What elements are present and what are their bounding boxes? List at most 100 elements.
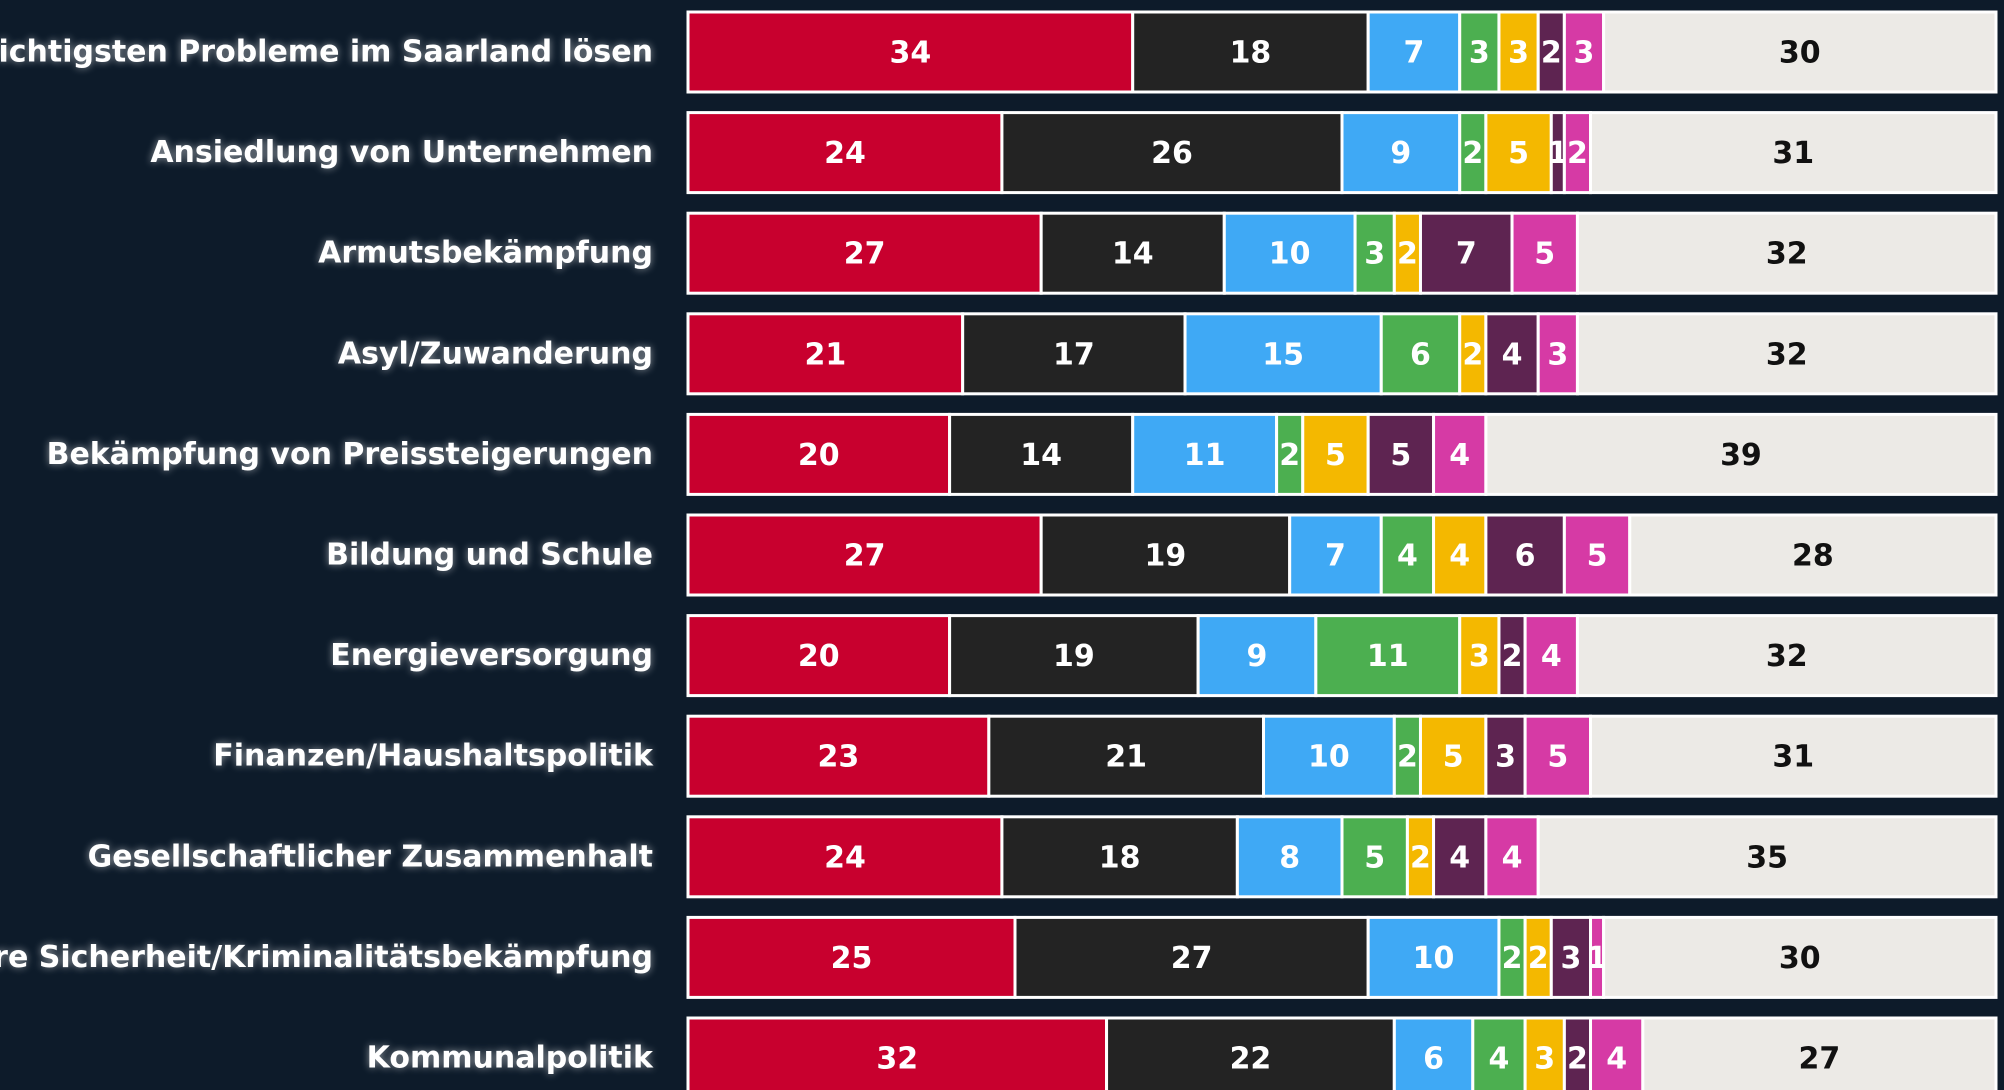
bar-segment [686, 10, 1135, 94]
value-label: 31 [1772, 136, 1814, 171]
value-label: 6 [1423, 1042, 1444, 1077]
value-label: 39 [1720, 438, 1762, 473]
value-label: 2 [1528, 941, 1549, 976]
bar-segment [987, 714, 1266, 798]
value-label: 4 [1541, 639, 1562, 674]
bar-segment [1575, 312, 1998, 396]
bar-segment [1562, 111, 1593, 195]
bar-segment [686, 714, 991, 798]
bar-segment [1222, 211, 1357, 295]
value-label: 11 [1367, 639, 1409, 674]
value-label: 3 [1508, 36, 1529, 71]
value-label: 32 [876, 1042, 918, 1077]
bar-segment [948, 412, 1135, 496]
value-label: 5 [1534, 237, 1555, 272]
value-label: 2 [1462, 337, 1483, 372]
value-label: 19 [1145, 539, 1187, 574]
bar-segment [1641, 1016, 1998, 1090]
bar-segment [686, 1016, 1109, 1090]
value-label: 3 [1364, 237, 1385, 272]
value-label: 32 [1766, 337, 1808, 372]
value-label: 6 [1410, 337, 1431, 372]
value-label: 7 [1325, 539, 1346, 574]
bar-segment [1458, 614, 1501, 698]
value-label: 3 [1547, 337, 1568, 372]
value-label: 3 [1469, 36, 1490, 71]
bar-segment [948, 614, 1200, 698]
value-label: 32 [1766, 237, 1808, 272]
category-label: Kommunalpolitik [367, 1041, 654, 1076]
value-label: 21 [1105, 740, 1147, 775]
bar-segment [1523, 915, 1553, 999]
bar-segment [1392, 714, 1422, 798]
category-label: Innere Sicherheit/Kriminalitätsbekämpfun… [0, 940, 653, 975]
value-label: 25 [831, 941, 873, 976]
value-label: 34 [889, 36, 931, 71]
value-label: 24 [824, 840, 866, 875]
value-label: 15 [1262, 337, 1304, 372]
category-label: Energieversorgung [330, 638, 653, 673]
bar-segment [1432, 815, 1488, 899]
category-label: Bildung und Schule [326, 538, 653, 573]
bar-segment [1314, 614, 1462, 698]
bar-segment [1458, 312, 1488, 396]
value-label: 4 [1449, 840, 1470, 875]
value-label: 2 [1502, 639, 1523, 674]
bar-segment [1379, 312, 1462, 396]
value-label: 2 [1567, 1042, 1588, 1077]
bar-segment [1366, 915, 1501, 999]
bar-segment [686, 815, 1004, 899]
value-label: 2 [1462, 136, 1483, 171]
bar-segment [1562, 10, 1606, 94]
value-label: 2 [1502, 941, 1523, 976]
value-label: 5 [1508, 136, 1529, 171]
bar-segment [1536, 815, 1998, 899]
value-label: 24 [824, 136, 866, 171]
value-label: 3 [1469, 639, 1490, 674]
value-label: 11 [1184, 438, 1226, 473]
value-label: 3 [1560, 941, 1581, 976]
bar-segment [1000, 815, 1239, 899]
value-label: 32 [1766, 639, 1808, 674]
value-label: 4 [1489, 1042, 1510, 1077]
bar-segment [1183, 312, 1383, 396]
value-label: 30 [1779, 36, 1821, 71]
bar-segment [1432, 513, 1488, 597]
value-label: 2 [1410, 840, 1431, 875]
bar-segment [1262, 714, 1396, 798]
value-label: 27 [844, 539, 886, 574]
value-label: 2 [1541, 36, 1562, 71]
bar-segment [1484, 111, 1553, 195]
category-label: Finanzen/Haushaltspolitik [213, 739, 654, 774]
value-label: 30 [1779, 941, 1821, 976]
category-label: Gesellschaftlicher Zusammenhalt [88, 839, 653, 874]
value-label: 4 [1449, 438, 1470, 473]
value-label: 6 [1515, 539, 1536, 574]
value-label: 5 [1364, 840, 1385, 875]
value-label: 4 [1449, 539, 1470, 574]
value-label: 9 [1390, 136, 1411, 171]
category-label: Asyl/Zuwanderung [338, 336, 653, 371]
bar-segment [1589, 714, 1998, 798]
value-label: 27 [844, 237, 886, 272]
value-label: 14 [1020, 438, 1062, 473]
bar-segment [1353, 211, 1396, 295]
bar-segment [686, 915, 1017, 999]
bar-segment [686, 312, 965, 396]
value-label: 31 [1772, 740, 1814, 775]
bar-segment [1523, 614, 1579, 698]
bar-segment [1497, 10, 1540, 94]
value-label: 7 [1456, 237, 1477, 272]
value-label: 27 [1171, 941, 1213, 976]
value-label: 23 [818, 740, 860, 775]
value-label: 17 [1053, 337, 1095, 372]
bar-segment [686, 513, 1043, 597]
value-label: 8 [1279, 840, 1300, 875]
bar-segment [1562, 513, 1632, 597]
bar-segment [1602, 10, 1998, 94]
value-label: 7 [1404, 36, 1425, 71]
value-label: 10 [1269, 237, 1311, 272]
value-label: 14 [1112, 237, 1154, 272]
value-label: 18 [1099, 840, 1141, 875]
